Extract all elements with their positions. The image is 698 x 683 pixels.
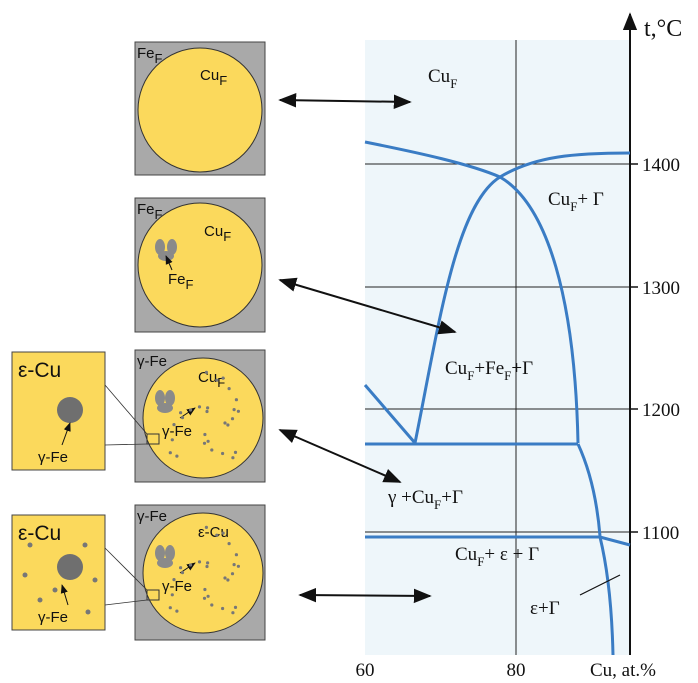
precipitate — [237, 410, 240, 413]
label: γ-Fe — [38, 609, 68, 626]
precipitate — [189, 408, 192, 411]
precipitate — [223, 576, 226, 579]
y-tick-label: 1200 — [642, 400, 680, 421]
y-tick-label: 1100 — [642, 523, 679, 544]
precipitate — [237, 565, 240, 568]
x-tick-label: 80 — [507, 660, 526, 681]
precipitate — [189, 563, 192, 566]
precipitate — [203, 588, 206, 591]
precipitate — [171, 593, 174, 596]
phase-diagram: t,°C 1400 1300 1200 1100 60 80 Cu, at.% … — [356, 14, 683, 681]
precipitate — [207, 595, 210, 598]
precipitate — [205, 410, 208, 413]
precipitate — [222, 377, 225, 380]
precipitate — [215, 534, 218, 537]
precipitate — [221, 452, 224, 455]
precipitate — [83, 543, 88, 548]
phase-label: ε+Γ — [530, 598, 560, 619]
precipitate — [222, 532, 225, 535]
precipitate — [169, 606, 172, 609]
precipitate — [234, 451, 237, 454]
precipitate — [235, 553, 238, 556]
label: γ-Fe — [137, 508, 167, 525]
precipitate — [181, 416, 184, 419]
precipitate — [234, 606, 237, 609]
precipitate — [205, 371, 208, 374]
inset-title: ε-Cu — [18, 522, 61, 545]
precipitate — [203, 442, 206, 445]
precipitate — [226, 423, 229, 426]
label: γ-Fe — [137, 353, 167, 370]
precipitate — [172, 423, 175, 426]
precipitate — [179, 566, 182, 569]
precipitate — [23, 573, 28, 578]
precipitate — [181, 571, 184, 574]
precipitate — [172, 578, 175, 581]
inset-title: ε-Cu — [18, 359, 61, 382]
ticks — [630, 164, 638, 532]
precipitate — [198, 405, 201, 408]
label: γ-Fe — [162, 578, 192, 595]
precipitate — [231, 417, 234, 420]
x-tick-label: 60 — [356, 660, 375, 681]
precipitate — [206, 561, 209, 564]
precipitate — [205, 565, 208, 568]
precipitate — [175, 610, 178, 613]
precipitate — [28, 543, 33, 548]
precipitate — [207, 440, 210, 443]
precipitate — [179, 411, 182, 414]
micrograph: γ-Fe ε-Cu γ-Fe ε-Cu γ-Fe — [12, 505, 265, 640]
micrograph: γ-Fe CuF γ-Fe ε-Cu γ-Fe — [12, 350, 265, 482]
micrograph: FeF CuF FeF — [135, 198, 265, 332]
precipitate — [233, 563, 236, 566]
precipitate — [223, 421, 226, 424]
precipitate — [233, 408, 236, 411]
precipitate — [226, 578, 229, 581]
precipitate — [210, 603, 213, 606]
precipitate — [235, 398, 238, 401]
label: γ-Fe — [162, 423, 192, 440]
precipitate — [86, 610, 91, 615]
precipitate — [206, 406, 209, 409]
precipitate — [231, 611, 234, 614]
precipitate — [171, 438, 174, 441]
y-tick-label: 1300 — [642, 278, 680, 299]
precipitate — [228, 387, 231, 390]
x-axis-label: Cu, at.% — [590, 660, 656, 681]
precipitate — [198, 560, 201, 563]
precipitate — [203, 433, 206, 436]
precipitate — [169, 451, 172, 454]
precipitate — [38, 598, 43, 603]
precipitate — [215, 379, 218, 382]
precipitate — [93, 578, 98, 583]
precipitate — [231, 456, 234, 459]
precipitate — [175, 455, 178, 458]
label: γ-Fe — [38, 449, 68, 466]
precipitate — [228, 542, 231, 545]
micrograph: FeF CuF — [135, 42, 265, 175]
y-axis-label: t,°C — [644, 16, 682, 42]
y-tick-label: 1400 — [642, 155, 680, 176]
precipitate — [205, 526, 208, 529]
precipitate — [53, 588, 58, 593]
precipitate — [210, 448, 213, 451]
precipitate — [231, 572, 234, 575]
precipitate — [203, 597, 206, 600]
precipitate — [221, 607, 224, 610]
figure: t,°C 1400 1300 1200 1100 60 80 Cu, at.% … — [0, 0, 698, 683]
